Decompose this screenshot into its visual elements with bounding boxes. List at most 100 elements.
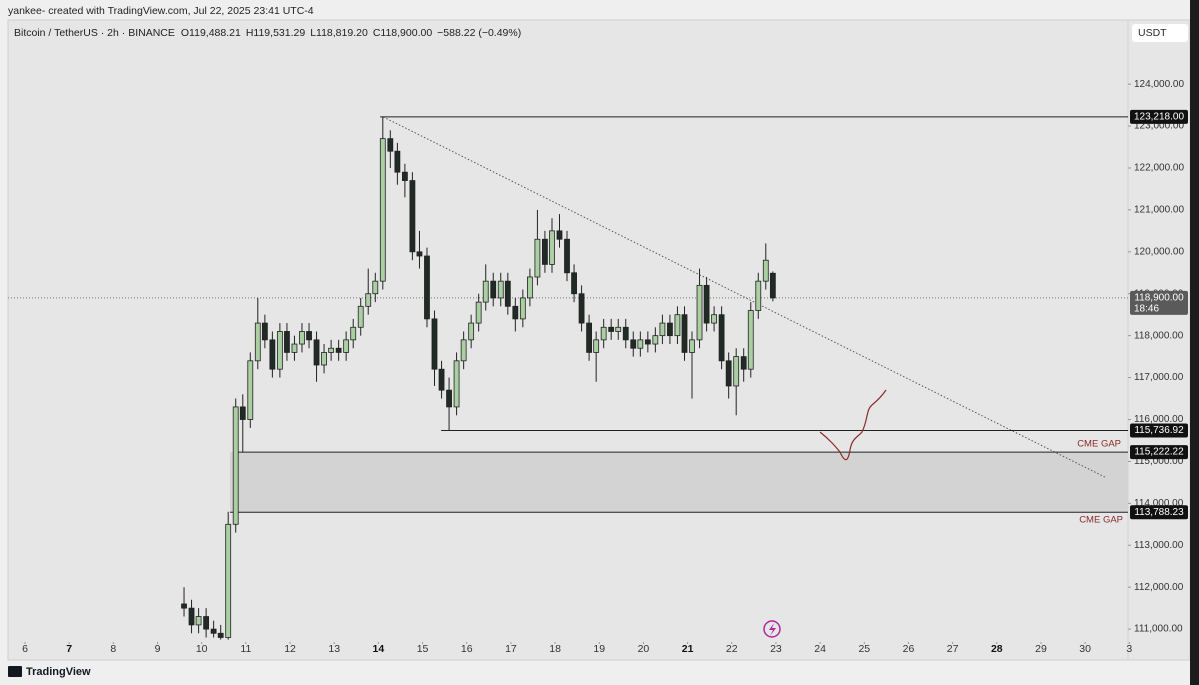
- x-tick-label: 22: [726, 643, 738, 655]
- x-tick-label: 17: [505, 643, 517, 655]
- candle-body: [269, 339, 276, 370]
- candle-body: [630, 339, 637, 349]
- x-tick-label: 10: [196, 643, 208, 655]
- brand-name: TradingView: [26, 666, 91, 678]
- event-icon-bolt: [769, 623, 776, 636]
- x-tick-label: 7: [66, 643, 72, 655]
- price-labels: CME GAP CME GAP 123,218.00 115,736.92 115,22…: [1077, 109, 1188, 526]
- last-price-label: 118,900.00: [1134, 293, 1184, 304]
- candle-body: [394, 150, 401, 173]
- candle-body: [416, 251, 423, 257]
- x-tick-label: 30: [1079, 643, 1091, 655]
- candle-body: [424, 255, 430, 320]
- candle-body: [328, 347, 335, 353]
- x-tick-label: 13: [328, 643, 340, 655]
- candle-body: [578, 293, 585, 324]
- candle-body: [564, 238, 570, 274]
- candle-body: [681, 314, 688, 353]
- x-tick-label: 11: [240, 643, 251, 655]
- candle-body: [291, 343, 298, 353]
- y-tick-label: 113,000.00: [1134, 540, 1184, 551]
- y-tick-label: 120,000.00: [1134, 246, 1184, 257]
- candle-body: [586, 322, 592, 353]
- candle-body: [667, 322, 673, 337]
- ohlc-legend: O119,488.21 H119,531.29 L118,819.20 C118,90…: [181, 27, 521, 39]
- candle-body: [542, 238, 548, 265]
- candle-body: [762, 259, 769, 282]
- candle-body: [608, 326, 615, 332]
- level-price-label: 113,788.23: [1134, 507, 1184, 518]
- candle-body: [343, 339, 350, 353]
- level-price-label: 115,222.22: [1134, 447, 1184, 458]
- symbol-title: Bitcoin / TetherUS · 2h · BINANCE: [14, 27, 175, 39]
- x-tick-label: 26: [903, 643, 915, 655]
- candle-body: [195, 616, 202, 626]
- candle-body: [718, 314, 725, 362]
- y-tick-label: 117,000.00: [1134, 372, 1184, 383]
- candle-body: [733, 356, 740, 387]
- x-tick-label: 23: [770, 643, 782, 655]
- y-tick-label: 122,000.00: [1134, 163, 1184, 174]
- candle-body: [401, 171, 408, 181]
- x-tick-label: 3: [1126, 643, 1132, 655]
- candle-body: [593, 339, 600, 353]
- candle-body: [725, 360, 732, 387]
- candle-body: [615, 326, 622, 332]
- x-tick-label: 12: [284, 643, 296, 655]
- candle-body: [637, 339, 644, 349]
- candle-body: [512, 305, 519, 320]
- candle-body: [299, 331, 305, 345]
- candle-body: [652, 335, 659, 345]
- candle-body: [519, 297, 526, 320]
- candle-body: [703, 284, 710, 324]
- candle-body: [247, 360, 254, 420]
- candle-body: [747, 310, 754, 370]
- candle-body: [490, 280, 497, 299]
- candle-body: [438, 368, 445, 391]
- candle-body: [365, 293, 372, 307]
- attribution: yankee- created with TradingView.com, Ju…: [8, 5, 314, 17]
- candle-body: [372, 280, 379, 295]
- x-tick-label: 16: [461, 643, 473, 655]
- x-tick-label: 21: [682, 643, 694, 655]
- cme-gap-label: CME GAP: [1077, 439, 1121, 450]
- candle-body: [659, 322, 666, 337]
- candle-body: [549, 230, 555, 265]
- candle-body: [431, 318, 438, 370]
- y-tick-label: 115,000.00: [1134, 456, 1184, 467]
- candle-body: [468, 322, 475, 341]
- event-icon[interactable]: [763, 620, 781, 638]
- plot-area: [8, 116, 1128, 640]
- y-tick-label: 118,000.00: [1134, 330, 1184, 341]
- candle-body: [571, 272, 577, 295]
- level-price-label: 123,218.00: [1134, 112, 1184, 123]
- candle-body: [321, 352, 327, 366]
- candle-body: [696, 284, 703, 341]
- x-tick-label: 28: [991, 643, 1003, 655]
- level-price-box: [1130, 445, 1188, 460]
- candle-body: [239, 406, 246, 420]
- candle-body: [740, 356, 747, 370]
- cme-gap-zone: [229, 452, 1128, 513]
- candle-body: [755, 280, 762, 311]
- y-tick-label: 114,000.00: [1134, 498, 1184, 509]
- y-tick-label: 124,000.00: [1134, 79, 1184, 90]
- y-tick-label: 121,000.00: [1134, 205, 1184, 216]
- x-tick-label: 18: [549, 643, 561, 655]
- candle-body: [254, 322, 261, 362]
- x-tick-label: 9: [155, 643, 161, 655]
- candle-body: [674, 314, 681, 337]
- last-price-box: [1130, 290, 1188, 315]
- candle-body: [689, 339, 695, 353]
- candle-body: [357, 305, 364, 328]
- level-price-label: 115,736.92: [1134, 425, 1184, 436]
- x-tick-label: 24: [814, 643, 826, 655]
- x-tick-label: 6: [22, 643, 28, 655]
- ohlc-value: C118,900.00: [373, 27, 433, 39]
- cme-gap-label: CME GAP: [1079, 515, 1123, 526]
- candle-body: [276, 331, 283, 370]
- hand-drawn-projection: [819, 389, 887, 461]
- candle-body: [497, 280, 504, 299]
- x-tick-label: 8: [110, 643, 116, 655]
